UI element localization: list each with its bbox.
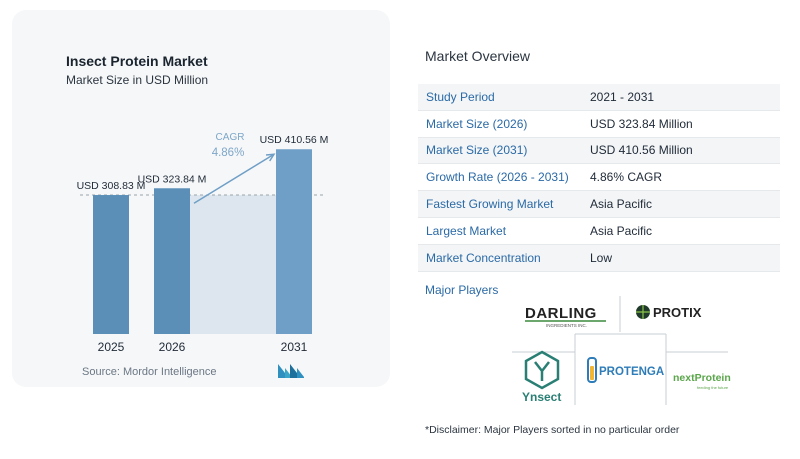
protenga-logo: PROTENGA — [587, 357, 664, 383]
bar-value-label: USD 410.56 M — [260, 134, 329, 146]
protix-logo-text: PROTIX — [653, 305, 702, 320]
source-name: Mordor Intelligence — [122, 366, 217, 378]
protenga-logo-text: PROTENGA — [599, 366, 664, 378]
overview-row-key: Fastest Growing Market — [426, 197, 554, 212]
overview-row-key: Market Size (2031) — [426, 143, 528, 158]
ynsect-logo-text: Ynsect — [522, 390, 561, 404]
overview-row-key: Growth Rate (2026 - 2031) — [426, 170, 569, 185]
overview-row: Market Concentration Low — [418, 244, 780, 272]
growth-band — [190, 195, 276, 334]
overview-row: Growth Rate (2026 - 2031) 4.86% CAGR — [418, 164, 780, 192]
x-tick-label: 2026 — [159, 340, 186, 354]
overview-row: Market Size (2026) USD 323.84 Million — [418, 111, 780, 138]
darling-logo-text: DARLING — [525, 305, 597, 322]
disclaimer-text: *Disclaimer: Major Players sorted in no … — [425, 424, 680, 436]
overview-row-key: Largest Market — [426, 223, 507, 238]
cagr-value: 4.86% — [212, 147, 245, 159]
overview-row-key: Study Period — [426, 89, 495, 104]
overview-table: Study Period 2021 - 2031 Market Size (2026… — [418, 84, 780, 272]
bar-2025 — [93, 195, 129, 334]
darling-logo-subtext: INGREDIENTS INC. — [546, 323, 587, 328]
overview-row-key: Market Concentration — [426, 250, 541, 265]
bar-2031 — [276, 149, 312, 334]
chart-subtitle: Market Size in USD Million — [66, 73, 209, 87]
overview-row-value: Asia Pacific — [590, 197, 653, 212]
bar-chart: USD 308.83 M 2025 USD 323.84 M 2026 USD 410.… — [77, 132, 329, 354]
overview-row: Market Size (2031) USD 410.56 Million — [418, 137, 780, 165]
overview-row-key: Market Size (2026) — [426, 116, 528, 131]
overview-row-value: USD 410.56 Million — [590, 143, 693, 158]
nextprotein-logo: nextProtein feeding the future — [673, 372, 731, 390]
major-players-label: Major Players — [425, 283, 499, 297]
bar-value-label: USD 308.83 M — [77, 180, 146, 192]
cagr-arrow — [193, 153, 275, 204]
source-label: Source: — [82, 366, 120, 378]
nextprotein-logo-subtext: feeding the future — [697, 385, 729, 390]
overview-title: Market Overview — [425, 48, 531, 64]
chart-source: Source: Mordor Intelligence — [82, 366, 217, 378]
protix-logo: PROTIX — [636, 305, 702, 320]
mordor-intelligence-logo-icon — [278, 364, 304, 378]
overview-row-value: 2021 - 2031 — [590, 89, 655, 104]
cagr-arrow-head — [265, 153, 276, 162]
overview-row-value: 4.86% CAGR — [590, 170, 663, 185]
overview-row-value: Low — [590, 250, 613, 265]
x-tick-label: 2031 — [281, 340, 308, 354]
ynsect-logo: Ynsect — [522, 350, 561, 404]
protenga-icon — [587, 357, 597, 383]
darling-ingredients-logo: DARLING INGREDIENTS INC. — [525, 305, 606, 328]
ynsect-hexagon-icon — [524, 350, 560, 390]
bar-2026 — [154, 188, 190, 334]
nextprotein-logo-text: nextProtein — [673, 372, 731, 384]
chart-title: Insect Protein Market — [66, 53, 208, 69]
x-tick-label: 2025 — [98, 340, 125, 354]
overview-row: Fastest Growing Market Asia Pacific — [418, 191, 780, 218]
bar-value-label: USD 323.84 M — [138, 173, 207, 185]
overview-row-value: USD 323.84 Million — [590, 116, 693, 131]
overview-row: Largest Market Asia Pacific — [418, 218, 780, 245]
cagr-label: CAGR — [216, 132, 245, 143]
overview-row-value: Asia Pacific — [590, 223, 653, 238]
overview-row: Study Period 2021 - 2031 — [418, 84, 780, 111]
